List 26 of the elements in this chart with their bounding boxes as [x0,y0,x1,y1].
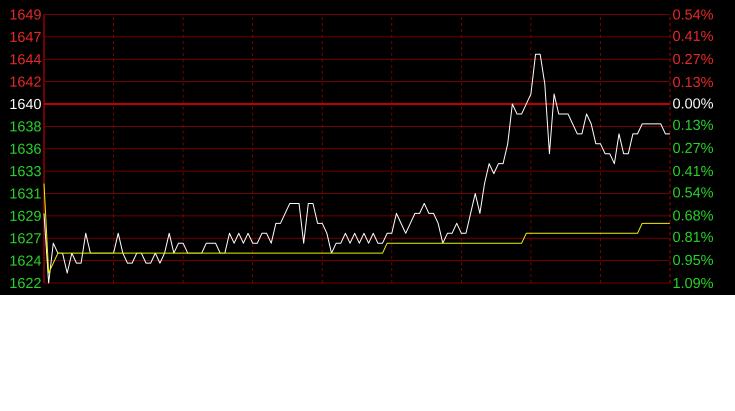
y-tick-label: 1629 [10,210,41,221]
y-tick-label: 1622 [10,278,41,288]
y2-tick-label: 1.09% [674,278,713,288]
y2-tick-label: 0.00% [673,98,713,109]
y2-tick-label: 0.81% [673,232,713,242]
y2-tick-label: 0.13% [673,120,713,130]
y-tick-label: 1649 [10,9,41,20]
y-tick-label: 1636 [10,144,41,154]
y-tick-label: 1638 [10,121,41,132]
y-tick-label: 1633 [10,166,41,176]
y2-tick-label: 0.54% [673,9,713,20]
y-tick-label: 1624 [10,256,42,266]
y-tick-label: 1647 [10,32,41,42]
y2-tick-label: 0.41% [673,30,713,42]
y2-tick-label: 0.54% [673,187,713,198]
y2-tick-label: 0.41% [673,166,713,176]
y-tick-label: 1640 [10,98,41,110]
y2-tick-label: 0.27% [673,54,713,64]
y2-tick-label: 0.95% [673,254,713,266]
y-tick-label: 1644 [10,54,42,64]
y-tick-label: 1627 [10,233,41,244]
y2-tick-label: 0.27% [673,142,713,154]
y-tick-label: 1642 [10,76,41,87]
y2-tick-label: 0.13% [673,76,713,88]
y2-tick-label: 0.68% [673,210,713,221]
y-tick-label: 1631 [10,188,41,199]
